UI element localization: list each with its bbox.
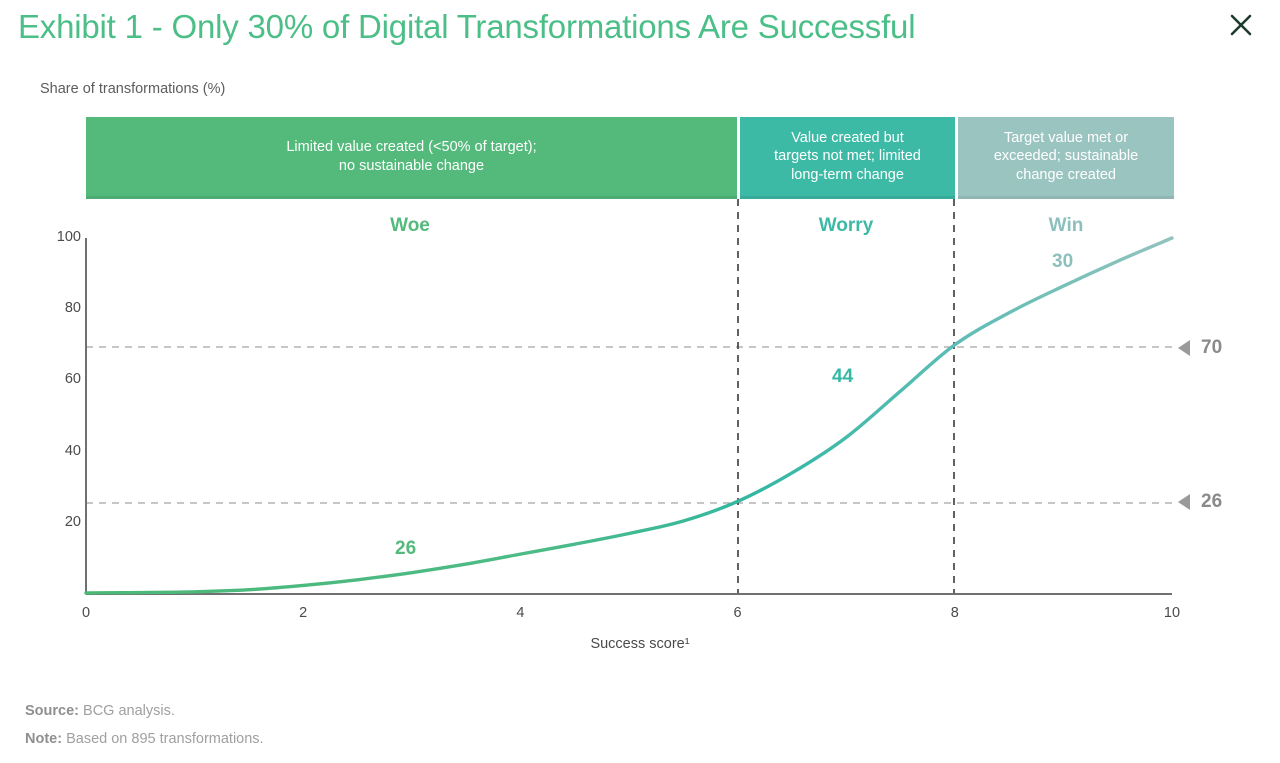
close-icon — [1228, 12, 1254, 38]
source-label: Source: — [25, 703, 79, 719]
data-label-win-share: 30 — [1052, 251, 1074, 272]
footnotes: Source: BCG analysis. Note: Based on 895… — [25, 697, 264, 754]
x-tick-6: 6 — [733, 605, 742, 621]
x-tick-0: 0 — [81, 605, 91, 621]
page-title: Exhibit 1 - Only 30% of Digital Transfor… — [18, 8, 916, 45]
callout-26: 26 — [1178, 491, 1222, 513]
triangle-left-icon — [1178, 494, 1190, 510]
note-line: Note: Based on 895 transformations. — [25, 725, 264, 753]
y-tick-60: 60 — [64, 371, 81, 388]
data-label-woe-share: 26 — [395, 538, 417, 559]
category-label-win: Win — [1048, 215, 1084, 236]
x-tick-4: 4 — [516, 605, 525, 621]
callout-26-value: 26 — [1201, 491, 1223, 512]
y-axis-unit-label: Share of transformations (%) — [40, 81, 226, 97]
source-text: BCG analysis. — [79, 703, 175, 719]
band-win: Target value met or exceeded; sustainabl… — [958, 117, 1174, 199]
note-label: Note: — [25, 731, 63, 748]
x-tick-2: 2 — [299, 605, 308, 621]
note-text: Based on 895 transformations. — [62, 731, 264, 748]
triangle-left-icon — [1178, 340, 1190, 356]
y-tick-40: 40 — [64, 442, 81, 459]
x-axis-title: Success score¹ — [590, 636, 690, 652]
data-label-worry-share: 44 — [832, 366, 854, 387]
x-tick-8: 8 — [950, 605, 959, 621]
y-tick-80: 80 — [64, 300, 81, 317]
y-tick-20: 20 — [64, 513, 81, 530]
close-button[interactable] — [1224, 8, 1258, 42]
source-line: Source: BCG analysis. — [25, 697, 264, 725]
band-worry: Value created but targets not met; limit… — [740, 117, 955, 199]
band-woe: Limited value created (<50% of target); … — [86, 117, 737, 199]
y-tick-100: 100 — [56, 229, 81, 245]
category-label-worry: Worry — [818, 215, 874, 236]
category-label-woe: Woe — [390, 215, 430, 236]
x-tick-10: 10 — [1163, 605, 1181, 621]
cumulative-share-curve — [84, 236, 1174, 595]
segment-band-row: Limited value created (<50% of target); … — [86, 117, 1174, 199]
callout-70: 70 — [1178, 337, 1222, 359]
line-chart-plot — [84, 199, 1174, 595]
callout-70-value: 70 — [1201, 337, 1223, 358]
